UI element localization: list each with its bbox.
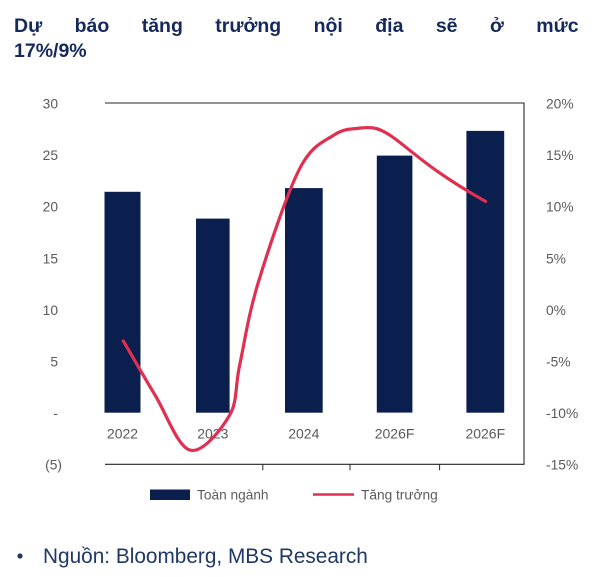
svg-text:(5): (5)	[45, 457, 62, 472]
svg-text:2026F: 2026F	[375, 425, 415, 441]
svg-text:5: 5	[50, 355, 58, 370]
svg-text:20%: 20%	[546, 97, 574, 112]
svg-text:2026F: 2026F	[465, 425, 505, 441]
svg-text:2022: 2022	[107, 425, 138, 441]
svg-text:2024: 2024	[288, 425, 319, 441]
svg-text:-5%: -5%	[546, 355, 571, 370]
svg-text:Toàn ngành: Toàn ngành	[197, 488, 269, 503]
svg-text:-15%: -15%	[546, 457, 578, 472]
svg-text:-: -	[53, 406, 58, 421]
svg-text:10%: 10%	[546, 200, 574, 215]
svg-text:5%: 5%	[546, 251, 566, 266]
svg-text:15%: 15%	[546, 148, 574, 163]
svg-text:10: 10	[43, 303, 59, 318]
svg-text:25: 25	[43, 148, 59, 163]
svg-text:20: 20	[43, 200, 59, 215]
svg-text:15: 15	[43, 251, 59, 266]
svg-text:Nguồn: Bloomberg, MBS Research: Nguồn: Bloomberg, MBS Research	[43, 545, 368, 568]
svg-text:30: 30	[43, 97, 59, 112]
svg-text:Tăng trưởng: Tăng trưởng	[361, 488, 438, 503]
svg-text:-10%: -10%	[546, 406, 578, 421]
svg-text:0%: 0%	[546, 303, 566, 318]
